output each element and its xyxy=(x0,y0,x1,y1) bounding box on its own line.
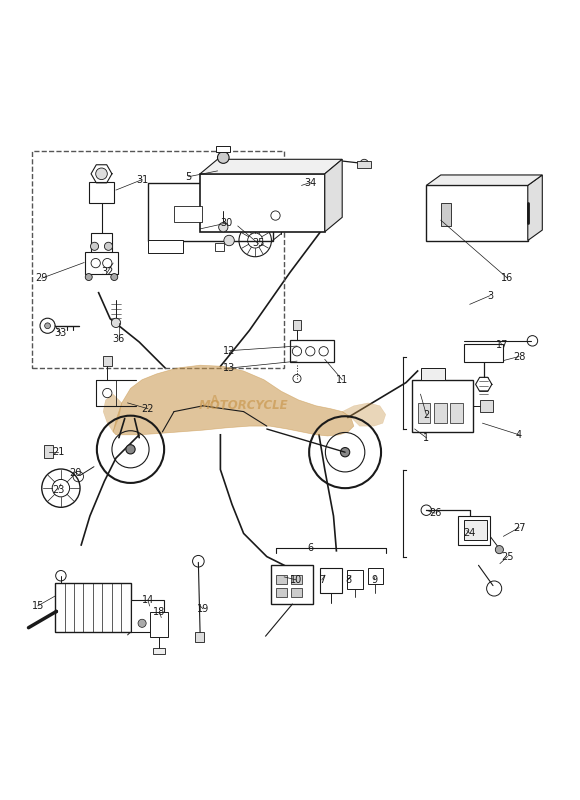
Bar xyxy=(412,380,473,432)
Text: 33: 33 xyxy=(55,328,67,338)
Text: 32: 32 xyxy=(101,267,114,278)
Bar xyxy=(291,588,302,597)
Bar xyxy=(357,161,371,168)
Text: 20: 20 xyxy=(69,467,82,478)
Circle shape xyxy=(111,318,121,327)
Text: 11: 11 xyxy=(336,374,349,385)
Text: 4: 4 xyxy=(516,430,522,440)
Text: 14: 14 xyxy=(142,595,154,605)
Circle shape xyxy=(340,447,350,457)
Bar xyxy=(55,582,130,632)
Text: MOTORCYCLE: MOTORCYCLE xyxy=(199,399,288,412)
Bar xyxy=(215,243,224,251)
Bar xyxy=(290,340,334,362)
Text: 3: 3 xyxy=(487,290,493,301)
Bar xyxy=(441,202,451,226)
Text: 26: 26 xyxy=(429,508,441,518)
Text: 17: 17 xyxy=(495,340,508,350)
Bar xyxy=(271,565,313,604)
Circle shape xyxy=(104,242,113,250)
Text: 13: 13 xyxy=(223,363,235,373)
Circle shape xyxy=(495,546,503,554)
Polygon shape xyxy=(325,159,342,232)
Text: 24: 24 xyxy=(463,528,476,538)
Circle shape xyxy=(360,159,368,167)
Text: 19: 19 xyxy=(197,604,209,614)
Bar xyxy=(85,252,118,274)
Text: 29: 29 xyxy=(35,274,48,283)
Text: 28: 28 xyxy=(513,351,525,362)
Text: 8: 8 xyxy=(345,574,351,585)
Bar xyxy=(464,520,487,540)
Polygon shape xyxy=(342,403,386,426)
Bar xyxy=(150,612,168,637)
Circle shape xyxy=(96,168,107,179)
Text: 1: 1 xyxy=(423,433,429,442)
Bar xyxy=(148,241,183,254)
Bar xyxy=(418,403,430,423)
Text: 31: 31 xyxy=(136,174,148,185)
Bar xyxy=(103,356,112,366)
Text: 12: 12 xyxy=(223,346,235,356)
Bar xyxy=(130,600,164,632)
Bar xyxy=(434,403,447,423)
Bar xyxy=(450,403,463,423)
Bar xyxy=(32,150,284,368)
Bar xyxy=(368,568,383,585)
Circle shape xyxy=(138,619,146,627)
Bar xyxy=(291,575,302,585)
Circle shape xyxy=(45,323,50,329)
Bar xyxy=(89,182,114,202)
Polygon shape xyxy=(528,175,542,241)
Bar xyxy=(293,320,301,330)
Polygon shape xyxy=(113,365,354,436)
Polygon shape xyxy=(103,394,122,432)
Text: 6: 6 xyxy=(307,543,313,553)
Text: 34: 34 xyxy=(304,178,317,187)
Text: 10: 10 xyxy=(289,574,302,585)
Text: 25: 25 xyxy=(501,552,514,562)
Circle shape xyxy=(126,445,135,454)
Text: 35: 35 xyxy=(252,238,264,248)
Text: 9: 9 xyxy=(371,574,377,585)
Bar xyxy=(195,632,204,642)
Text: 30: 30 xyxy=(220,218,233,228)
Circle shape xyxy=(219,222,228,232)
Bar xyxy=(200,174,325,232)
Bar xyxy=(276,575,287,585)
Bar xyxy=(347,570,363,589)
Bar xyxy=(216,146,230,152)
Text: 27: 27 xyxy=(513,522,525,533)
Text: 5: 5 xyxy=(186,172,191,182)
Bar xyxy=(320,568,342,593)
Circle shape xyxy=(90,242,99,250)
Text: 36: 36 xyxy=(113,334,125,344)
Bar xyxy=(44,446,53,458)
Bar xyxy=(148,182,273,241)
Text: 15: 15 xyxy=(31,601,44,611)
Text: 7: 7 xyxy=(319,574,325,585)
Bar xyxy=(174,206,202,222)
Polygon shape xyxy=(426,175,542,186)
Circle shape xyxy=(224,235,234,246)
Bar xyxy=(420,368,445,380)
Circle shape xyxy=(111,274,118,281)
Bar xyxy=(91,233,112,261)
Text: 22: 22 xyxy=(142,404,154,414)
Bar xyxy=(480,400,493,411)
Bar xyxy=(458,516,490,545)
Circle shape xyxy=(218,152,229,163)
Text: A: A xyxy=(211,395,218,405)
Text: 2: 2 xyxy=(423,410,429,419)
Bar xyxy=(464,344,503,362)
Circle shape xyxy=(85,274,92,281)
Bar xyxy=(276,588,287,597)
Text: 16: 16 xyxy=(501,274,514,283)
Text: 18: 18 xyxy=(153,606,166,617)
Polygon shape xyxy=(200,159,342,174)
Text: 21: 21 xyxy=(52,447,64,457)
Text: 23: 23 xyxy=(52,485,64,495)
Bar xyxy=(426,186,528,241)
Bar xyxy=(153,648,165,654)
